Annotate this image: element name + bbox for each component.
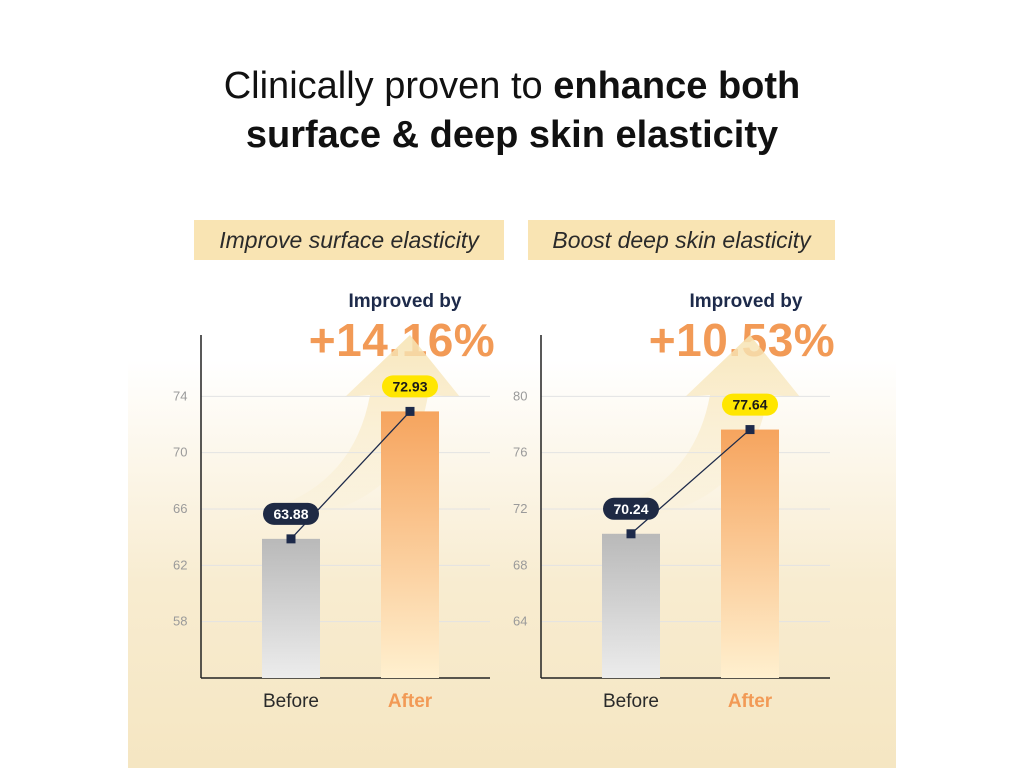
x-label-before: Before <box>263 691 319 712</box>
data-label: 63.88 <box>273 506 308 522</box>
marker-after <box>745 425 755 435</box>
headline-bold-2: surface & deep skin elasticity <box>245 114 779 156</box>
y-tick-label: 58 <box>173 614 187 629</box>
y-tick-label: 64 <box>513 614 527 629</box>
y-tick-label: 62 <box>173 557 187 572</box>
page-title: Clinically proven to enhance both surfac… <box>0 62 1024 160</box>
growth-arrow-icon <box>560 335 800 522</box>
chart-2-improved-label: Improved by <box>689 291 803 312</box>
y-tick-label: 74 <box>173 388 187 403</box>
chart-2-title-badge: Boost deep skin elasticity <box>528 220 835 260</box>
x-label-after: After <box>728 691 773 712</box>
y-tick-label: 72 <box>513 501 527 516</box>
value-badge-after <box>382 375 438 398</box>
value-badge-after <box>722 393 778 416</box>
chart-2: 64 68 72 76 80 70.24 77.64 Before After <box>513 335 830 712</box>
x-label-before: Before <box>603 691 659 712</box>
data-label: 72.93 <box>392 378 427 394</box>
marker-after <box>405 406 415 416</box>
y-tick-label: 66 <box>173 501 187 516</box>
chart-1-title-badge: Improve surface elasticity <box>194 220 504 260</box>
y-tick-label: 76 <box>513 445 527 460</box>
marker-before <box>626 529 636 539</box>
bar-after <box>381 411 439 678</box>
chart-1-improved-label: Improved by <box>348 291 462 312</box>
chart-1: 58 62 66 70 74 63.88 72.93 Before After <box>173 335 490 712</box>
headline-regular: Clinically proven to <box>223 65 554 107</box>
y-tick-label: 68 <box>513 557 527 572</box>
value-badge-before <box>603 497 659 520</box>
y-tick-label: 70 <box>173 445 187 460</box>
y-tick-label: 80 <box>513 388 527 403</box>
data-label: 70.24 <box>613 501 648 517</box>
headline-bold-1: enhance both <box>553 65 801 107</box>
bar-after <box>721 429 779 678</box>
bar-before <box>262 538 320 678</box>
marker-before <box>286 534 296 544</box>
value-badge-before <box>263 502 319 525</box>
x-label-after: After <box>388 691 433 712</box>
data-label: 77.64 <box>732 397 767 413</box>
bar-before <box>602 533 660 678</box>
